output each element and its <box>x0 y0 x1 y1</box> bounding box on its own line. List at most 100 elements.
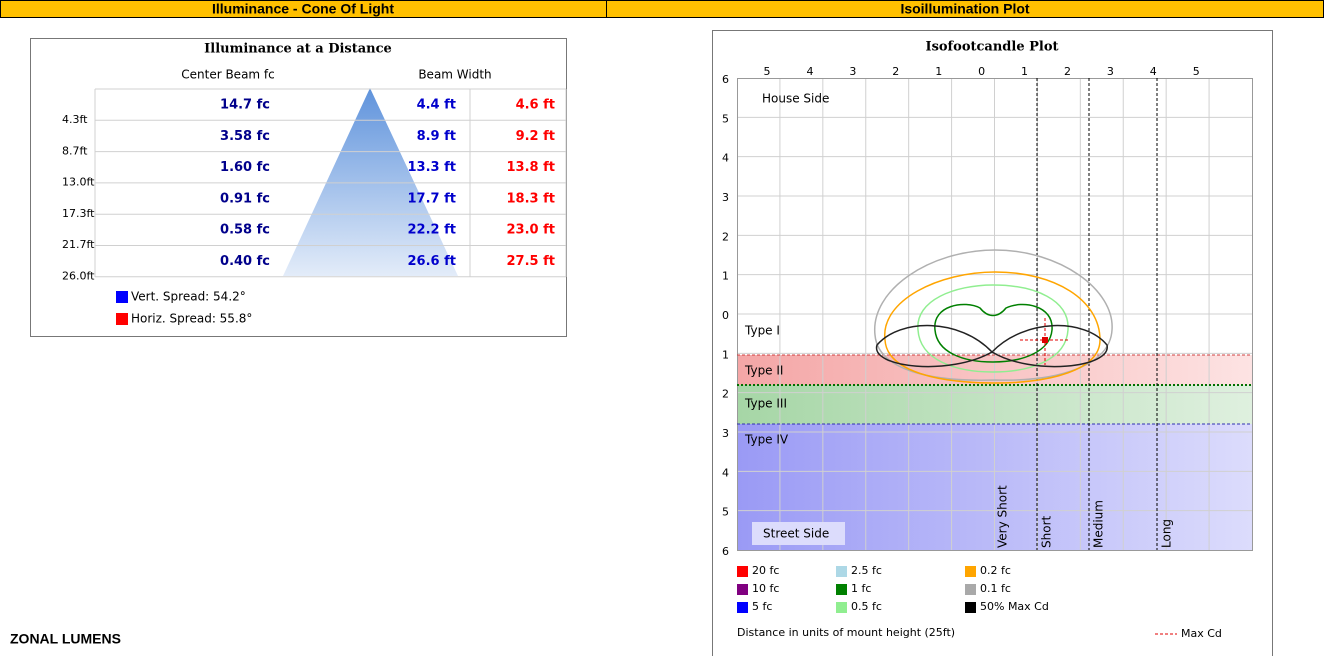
distance-label: Very Short <box>996 485 1010 548</box>
legend-label: 2.5 fc <box>851 564 882 577</box>
vert-width: 22.2 ft <box>408 223 456 238</box>
legend-label: 50% Max Cd <box>980 600 1049 613</box>
horiz-width: 9.2 ft <box>516 129 555 144</box>
distance-label: 21.7ft <box>62 238 95 251</box>
vert-width: 26.6 ft <box>408 254 456 269</box>
legend-swatch <box>965 566 976 577</box>
max-cd-label: Max Cd <box>1181 627 1222 640</box>
distance-label: Short <box>1040 516 1054 548</box>
y-axis-label: 1 <box>722 270 729 283</box>
x-axis-label: 5 <box>1193 65 1200 78</box>
legend-swatch <box>737 566 748 577</box>
y-axis-label: 2 <box>722 388 729 401</box>
center-fc: 14.7 fc <box>220 98 270 113</box>
house-side: House Side <box>762 92 829 106</box>
y-axis-label: 4 <box>722 466 729 479</box>
contour <box>934 303 1053 363</box>
y-axis-label: 3 <box>722 191 729 204</box>
horiz-width: 23.0 ft <box>507 223 555 238</box>
legend-swatch <box>965 584 976 595</box>
legend-label: 20 fc <box>752 564 779 577</box>
legend-swatch <box>836 584 847 595</box>
contour <box>874 249 1113 381</box>
x-axis-label: 3 <box>1107 65 1114 78</box>
distance-label: 26.0ft <box>62 270 95 283</box>
type-label: Type IV <box>744 433 789 447</box>
contour <box>876 324 1108 368</box>
center-fc: 0.91 fc <box>220 191 270 206</box>
column-header: Beam Width <box>418 68 491 82</box>
legend-label: 0.5 fc <box>851 600 882 613</box>
street-side: Street Side <box>763 527 829 541</box>
vert-width: 17.7 ft <box>408 191 456 206</box>
column-header: Center Beam fc <box>181 68 275 82</box>
y-axis-label: 4 <box>722 152 729 165</box>
type-label: Type II <box>744 364 783 378</box>
iso-panel <box>712 30 1273 656</box>
center-fc: 0.40 fc <box>220 254 270 269</box>
distance-label: 8.7ft <box>62 144 88 157</box>
light-cone <box>283 88 458 276</box>
section-title: ZONAL LUMENS <box>10 631 121 647</box>
horiz-width: 4.6 ft <box>516 98 555 113</box>
vert-width: 13.3 ft <box>408 160 456 175</box>
distance-label: 13.0ft <box>62 176 95 189</box>
x-axis-label: 3 <box>849 65 856 78</box>
contour <box>917 284 1069 373</box>
street-side-box <box>752 522 845 545</box>
distance-label: Long <box>1160 519 1174 548</box>
y-axis-label: 5 <box>722 506 729 519</box>
y-axis-label: 5 <box>722 112 729 125</box>
center-fc: 0.58 fc <box>220 223 270 238</box>
type-label: Type III <box>744 397 787 411</box>
distance-label: Medium <box>1092 500 1106 548</box>
horiz-width: 18.3 ft <box>507 191 555 206</box>
y-axis-label: 1 <box>722 348 729 361</box>
legend-swatch <box>116 291 128 303</box>
y-axis-label: 6 <box>722 73 729 86</box>
x-axis-label: 1 <box>935 65 942 78</box>
cone-panel <box>30 38 567 337</box>
legend-label: 5 fc <box>752 600 772 613</box>
legend-label: 0.2 fc <box>980 564 1011 577</box>
plot-frame <box>737 78 1253 551</box>
legend-swatch <box>836 602 847 613</box>
center-fc: 1.60 fc <box>220 160 270 175</box>
distance-label: 4.3ft <box>62 113 88 126</box>
x-axis-label: 5 <box>764 65 771 78</box>
vert-width: 8.9 ft <box>417 129 456 144</box>
legend-swatch <box>737 602 748 613</box>
legend-swatch <box>965 602 976 613</box>
header-right: Isoillumination Plot <box>900 1 1029 17</box>
y-axis-label: 2 <box>722 230 729 243</box>
contour <box>884 271 1101 384</box>
x-axis-label: 4 <box>806 65 813 78</box>
y-axis-label: 3 <box>722 427 729 440</box>
footer-note: Distance in units of mount height (25ft) <box>737 626 955 639</box>
horiz-width: 27.5 ft <box>507 254 555 269</box>
type-label: Type I <box>744 324 780 338</box>
x-axis-label: 2 <box>892 65 899 78</box>
center-fc: 3.58 fc <box>220 129 270 144</box>
legend-swatch <box>737 584 748 595</box>
distance-label: 17.3ft <box>62 207 95 220</box>
x-axis-label: 2 <box>1064 65 1071 78</box>
x-axis-label: 0 <box>978 65 985 78</box>
legend-label: 10 fc <box>752 582 779 595</box>
legend-swatch <box>836 566 847 577</box>
legend-label: Vert. Spread: 54.2° <box>131 290 246 304</box>
legend-label: 0.1 fc <box>980 582 1011 595</box>
max-cd-point <box>1042 337 1048 343</box>
cone-title: Illuminance at a Distance <box>204 42 392 57</box>
legend-label: 1 fc <box>851 582 871 595</box>
iso-title: Isofootcandle Plot <box>925 40 1058 55</box>
legend-swatch <box>116 313 128 325</box>
x-axis-label: 1 <box>1021 65 1028 78</box>
vert-width: 4.4 ft <box>417 98 456 113</box>
x-axis-label: 4 <box>1150 65 1157 78</box>
legend-label: Horiz. Spread: 55.8° <box>131 312 252 326</box>
y-axis-label: 0 <box>722 309 729 322</box>
header-left: Illuminance - Cone Of Light <box>212 1 394 17</box>
horiz-width: 13.8 ft <box>507 160 555 175</box>
